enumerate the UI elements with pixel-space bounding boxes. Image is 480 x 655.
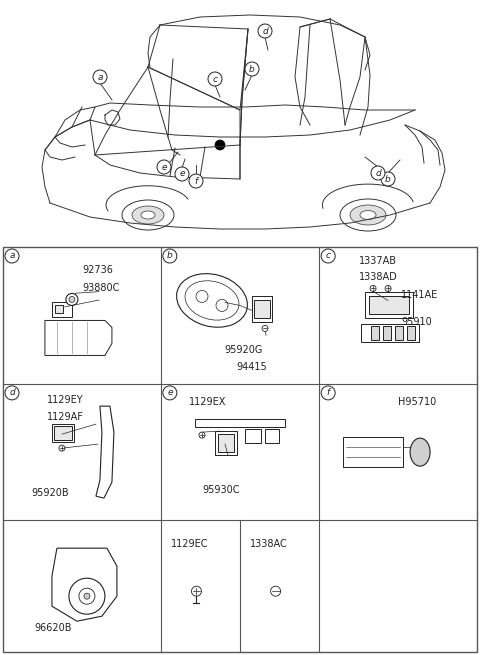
Text: 93880C: 93880C [82, 283, 120, 293]
Circle shape [381, 172, 395, 186]
Circle shape [5, 249, 19, 263]
Circle shape [163, 249, 177, 263]
Circle shape [59, 445, 65, 451]
Text: 94415: 94415 [237, 362, 267, 373]
Bar [383, 326, 391, 341]
Bar [369, 297, 409, 314]
Text: 92736: 92736 [82, 265, 113, 275]
Text: b: b [249, 64, 255, 73]
Bar [195, 419, 285, 427]
Bar [245, 429, 261, 443]
Circle shape [93, 70, 107, 84]
Text: 96620B: 96620B [35, 624, 72, 633]
Bar [361, 324, 419, 343]
Text: e: e [167, 388, 173, 398]
Text: a: a [97, 73, 103, 81]
Circle shape [163, 386, 177, 400]
Circle shape [5, 386, 19, 400]
Text: b: b [385, 174, 391, 183]
Ellipse shape [350, 205, 386, 225]
Bar [254, 301, 270, 318]
Circle shape [215, 140, 225, 150]
Bar [371, 326, 379, 341]
Bar [215, 431, 237, 455]
Ellipse shape [360, 210, 376, 219]
Bar [52, 303, 72, 318]
Text: 1338AD: 1338AD [359, 272, 397, 282]
Bar [265, 429, 279, 443]
Text: 1141AE: 1141AE [401, 290, 439, 300]
Circle shape [258, 24, 272, 38]
Bar [252, 297, 272, 322]
Text: c: c [213, 75, 217, 83]
Text: d: d [9, 388, 15, 398]
Text: 1129EX: 1129EX [189, 397, 227, 407]
Circle shape [321, 386, 335, 400]
Circle shape [69, 297, 75, 303]
Circle shape [157, 160, 171, 174]
Text: 1337AB: 1337AB [359, 255, 396, 266]
Text: 1129EY: 1129EY [47, 395, 84, 405]
Circle shape [371, 166, 385, 180]
Bar [55, 305, 63, 314]
Circle shape [199, 432, 205, 438]
Circle shape [262, 326, 268, 331]
Text: e: e [179, 170, 185, 179]
Text: d: d [262, 26, 268, 35]
Bar [407, 326, 415, 341]
Text: d: d [375, 168, 381, 178]
Text: 1129AF: 1129AF [47, 411, 84, 422]
Circle shape [271, 586, 281, 596]
Text: 95910: 95910 [401, 317, 432, 328]
Ellipse shape [410, 438, 430, 466]
Text: e: e [161, 162, 167, 172]
Circle shape [66, 293, 78, 305]
Circle shape [273, 588, 278, 594]
Bar [52, 424, 74, 442]
Text: 1129EC: 1129EC [171, 539, 208, 549]
Circle shape [84, 593, 90, 599]
Circle shape [370, 286, 376, 291]
Text: 95920G: 95920G [224, 345, 263, 354]
Text: 95930C: 95930C [202, 485, 240, 495]
Bar [365, 292, 413, 318]
Text: 95920B: 95920B [31, 488, 69, 498]
Circle shape [321, 249, 335, 263]
Circle shape [192, 586, 202, 596]
Ellipse shape [340, 199, 396, 231]
Text: b: b [167, 252, 173, 261]
Circle shape [208, 72, 222, 86]
Bar [218, 434, 234, 452]
Text: H95710: H95710 [398, 397, 436, 407]
Bar [343, 437, 403, 467]
Bar [54, 426, 72, 440]
Circle shape [385, 286, 391, 291]
Text: a: a [9, 252, 15, 261]
Text: f: f [194, 176, 198, 185]
Text: f: f [326, 388, 330, 398]
Circle shape [175, 167, 189, 181]
Bar [395, 326, 403, 341]
Ellipse shape [141, 211, 155, 219]
Text: 1338AC: 1338AC [250, 539, 288, 549]
Bar [3, 247, 477, 652]
Circle shape [245, 62, 259, 76]
Text: c: c [325, 252, 331, 261]
Ellipse shape [132, 206, 164, 224]
Ellipse shape [122, 200, 174, 230]
Circle shape [189, 174, 203, 188]
